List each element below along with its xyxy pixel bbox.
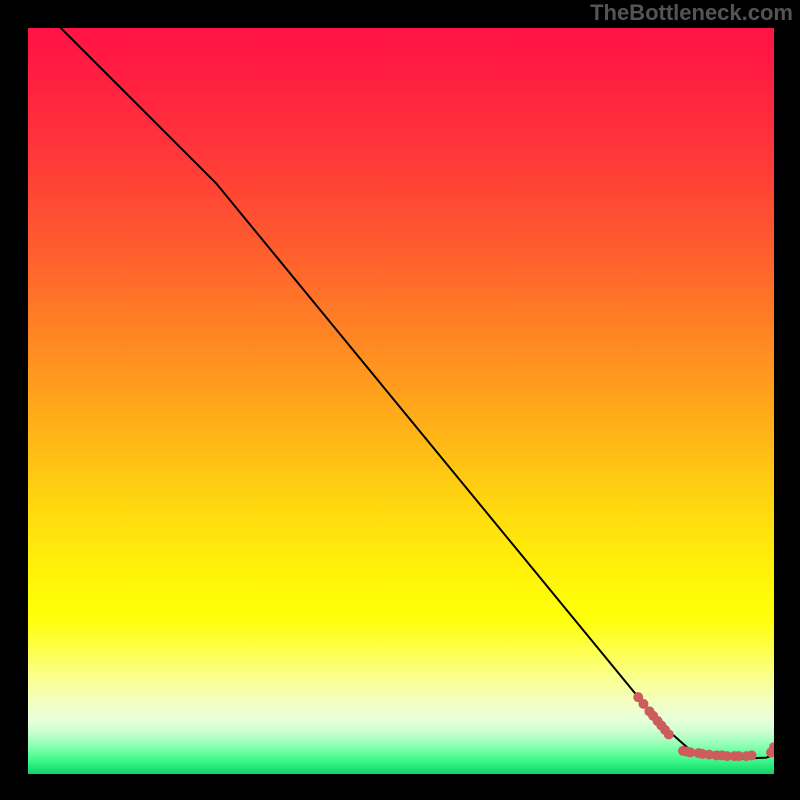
data-point [747,750,757,760]
figure-frame: TheBottleneck.com [0,0,800,800]
data-point [664,729,674,739]
data-point [769,742,779,752]
bottleneck-chart [0,0,800,800]
plot-background [28,28,774,774]
